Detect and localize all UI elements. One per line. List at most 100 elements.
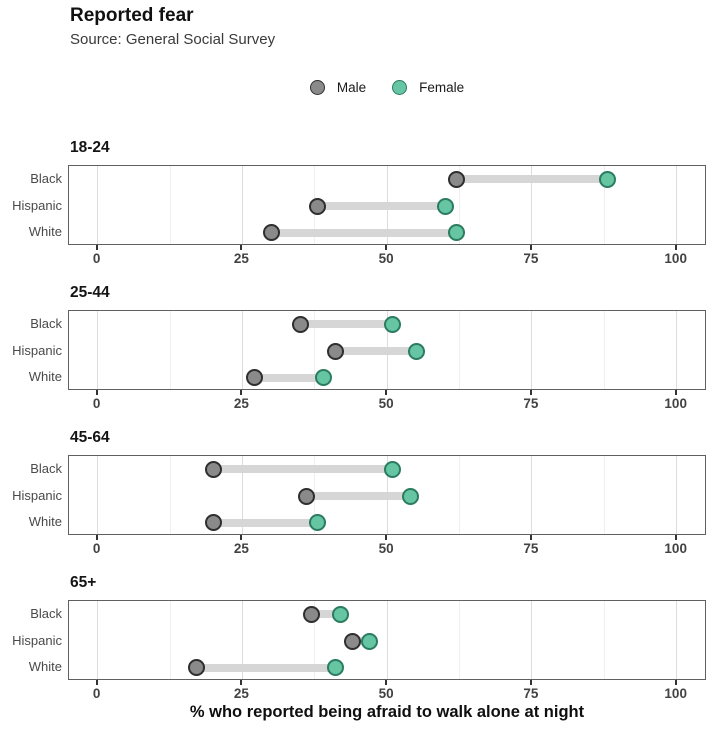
- x-tick-mark: [674, 390, 677, 395]
- female-dot: [407, 342, 425, 360]
- dumbbell-bar: [352, 637, 370, 645]
- x-tick-label: 0: [92, 251, 101, 266]
- major-gridline: [97, 166, 99, 244]
- x-tick-mark: [529, 535, 532, 540]
- x-tick-label: 75: [523, 541, 539, 556]
- female-dot: [326, 659, 344, 677]
- legend-item-male: Male: [309, 79, 366, 95]
- male-dot: [297, 487, 315, 505]
- male-dot: [205, 460, 222, 478]
- facet-65+: 65+ Black Hispanic White 0 25 50 75 100: [0, 574, 714, 701]
- female-dot: [332, 605, 350, 623]
- female-dot: [309, 514, 327, 532]
- x-tick-label: 50: [378, 686, 394, 701]
- category-label-black: Black: [30, 460, 62, 476]
- male-dot: [309, 197, 327, 215]
- major-gridline: [97, 601, 99, 679]
- male-dot: [291, 315, 309, 333]
- chart-subtitle: Source: General Social Survey: [70, 31, 276, 48]
- minor-gridline: [603, 166, 605, 244]
- major-gridline: [676, 311, 678, 389]
- minor-gridline: [169, 456, 171, 534]
- x-tick-mark: [95, 535, 98, 540]
- category-label-white: White: [28, 514, 62, 530]
- male-dot: [303, 605, 321, 623]
- major-gridline: [531, 311, 533, 389]
- major-gridline: [241, 601, 243, 679]
- page-title: Reported fear: [70, 5, 194, 26]
- x-tick-label: 100: [664, 541, 687, 556]
- dumbbell-bar: [254, 373, 324, 382]
- major-gridline: [241, 311, 243, 389]
- dumbbell-bar: [317, 202, 446, 210]
- major-gridline: [676, 601, 678, 679]
- category-label-hispanic: Hispanic: [12, 632, 62, 648]
- male-dot: [262, 224, 280, 242]
- x-tick-mark: [529, 245, 532, 250]
- major-gridline: [676, 456, 678, 534]
- legend-item-female: Female: [392, 79, 464, 95]
- female-dot: [436, 197, 454, 215]
- dumbbell-bar: [300, 320, 393, 329]
- category-label-white: White: [28, 224, 62, 240]
- category-label-black: Black: [30, 315, 62, 331]
- dumbbell-bar: [271, 228, 457, 237]
- x-tick-label: 25: [233, 541, 249, 556]
- female-dot-icon: [392, 79, 408, 95]
- dumbbell-bar: [311, 610, 341, 619]
- female-dot: [448, 224, 466, 242]
- x-tick-mark: [385, 680, 388, 685]
- x-tick-mark: [385, 245, 388, 250]
- x-tick-label: 0: [92, 686, 101, 701]
- category-label-hispanic: Hispanic: [12, 487, 62, 503]
- panel: [68, 600, 706, 680]
- dumbbell-bar: [213, 518, 318, 527]
- panel: [68, 455, 706, 535]
- x-tick-mark: [674, 680, 677, 685]
- major-gridline: [676, 166, 678, 244]
- minor-gridline: [603, 311, 605, 389]
- x-tick-label: 75: [523, 251, 539, 266]
- x-tick-label: 25: [233, 251, 249, 266]
- female-dot: [598, 170, 616, 188]
- category-label-hispanic: Hispanic: [12, 342, 62, 358]
- category-label-white: White: [28, 369, 62, 385]
- panel: [68, 310, 706, 390]
- female-dot: [315, 369, 332, 387]
- male-dot: [245, 369, 263, 387]
- x-tick-label: 0: [92, 541, 101, 556]
- facet-45-64: 45-64 Black Hispanic White 0 25 50 75 100: [0, 429, 714, 556]
- x-tick-mark: [95, 245, 98, 250]
- category-label-black: Black: [30, 170, 62, 186]
- major-gridline: [531, 166, 533, 244]
- x-tick-mark: [240, 245, 243, 250]
- category-label-white: White: [28, 659, 62, 675]
- minor-gridline: [603, 456, 605, 534]
- panel: [68, 165, 706, 245]
- minor-gridline: [459, 601, 461, 679]
- x-tick-mark: [674, 535, 677, 540]
- major-gridline: [531, 456, 533, 534]
- minor-gridline: [169, 166, 171, 244]
- x-tick-label: 0: [92, 396, 101, 411]
- x-tick-mark: [95, 390, 98, 395]
- male-dot-icon: [309, 79, 325, 95]
- x-tick-mark: [95, 680, 98, 685]
- facet-18-24: 18-24 Black Hispanic White 0 25 50 75 100: [0, 139, 714, 266]
- x-tick-mark: [529, 680, 532, 685]
- x-tick-label: 100: [664, 686, 687, 701]
- minor-gridline: [459, 311, 461, 389]
- male-dot: [205, 514, 222, 532]
- minor-gridline: [169, 311, 171, 389]
- minor-gridline: [314, 601, 316, 679]
- x-tick-mark: [240, 390, 243, 395]
- minor-gridline: [314, 311, 316, 389]
- x-tick-label: 25: [233, 396, 249, 411]
- dumbbell-bar: [213, 465, 393, 474]
- female-dot: [384, 460, 402, 478]
- major-gridline: [531, 601, 533, 679]
- major-gridline: [386, 601, 388, 679]
- dumbbell-bar: [456, 175, 608, 184]
- female-dot: [361, 632, 379, 650]
- x-tick-mark: [240, 535, 243, 540]
